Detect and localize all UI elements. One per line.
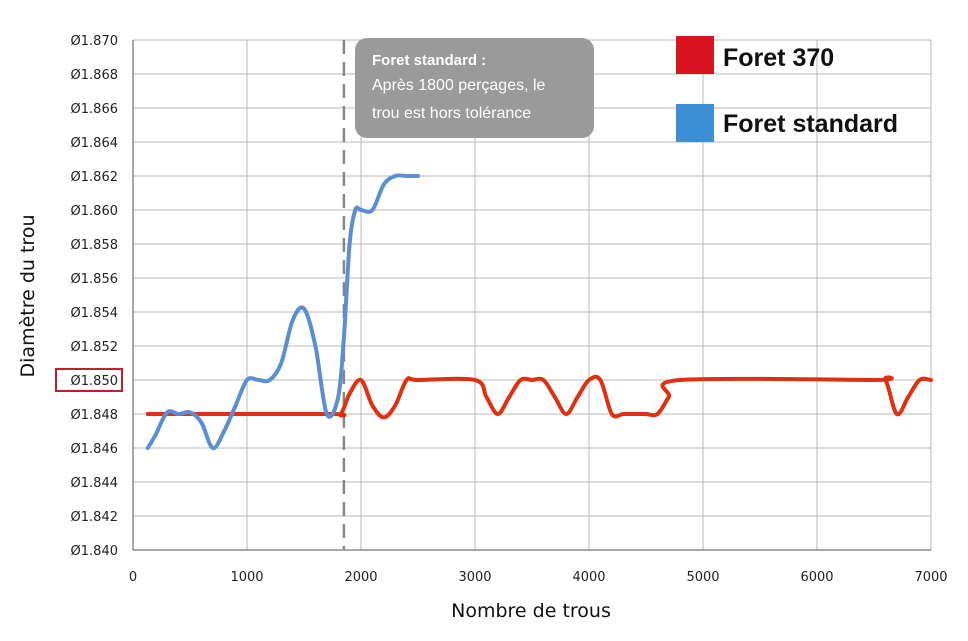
x-tick-label: 2000	[344, 570, 377, 585]
x-tick-label: 7000	[914, 570, 947, 585]
y-tick-label: Ø1.858	[71, 238, 118, 253]
annotation-box	[355, 38, 594, 138]
y-tick-label: Ø1.866	[71, 102, 118, 117]
series-layer	[145, 173, 933, 451]
legend-label-foret-370: Foret 370	[723, 44, 834, 72]
y-tick-label: Ø1.870	[71, 34, 118, 49]
series-line-foret-standard	[145, 173, 420, 451]
legend-swatch-foret-standard	[676, 104, 714, 142]
y-tick-label: Ø1.860	[71, 204, 118, 219]
annotation-line-2: trou est hors tolérance	[372, 105, 531, 122]
y-tick-label: Ø1.850	[71, 374, 118, 389]
y-tick-label: Ø1.862	[71, 170, 118, 185]
x-axis-ticks: 0 1000 2000 3000 4000 5000 6000 7000	[129, 570, 948, 585]
y-tick-label: Ø1.852	[71, 340, 118, 355]
y-tick-label: Ø1.840	[71, 544, 118, 559]
annotation-line-1: Après 1800 perçages, le	[372, 77, 546, 94]
x-tick-label: 4000	[572, 570, 605, 585]
legend-entry-foret-370: Foret 370	[676, 36, 834, 74]
x-tick-label: 6000	[800, 570, 833, 585]
legend-entry-foret-standard: Foret standard	[676, 104, 898, 142]
legend-label-foret-standard: Foret standard	[723, 110, 898, 138]
y-tick-label: Ø1.868	[71, 68, 118, 83]
highlight-box	[55, 368, 123, 392]
y-axis-ticks: Ø1.840 Ø1.842 Ø1.844 Ø1.846 Ø1.848 Ø1.850 Ø1.8…	[55, 34, 123, 559]
x-tick-label: 5000	[686, 570, 719, 585]
x-tick-label: 1000	[230, 570, 263, 585]
y-tick-label: Ø1.864	[71, 136, 118, 151]
y-tick-label: Ø1.848	[71, 408, 118, 423]
y-tick-label: Ø1.856	[71, 272, 118, 287]
legend-swatch-foret-370	[676, 36, 714, 74]
y-tick-label: Ø1.844	[71, 476, 118, 491]
x-axis-label: Nombre de trous	[451, 600, 611, 622]
y-tick-label: Ø1.846	[71, 442, 118, 457]
y-tick-label: Ø1.842	[71, 510, 118, 525]
x-tick-label: 0	[129, 570, 137, 585]
y-axis-label: Diamètre du trou	[17, 215, 39, 378]
series-line-foret-370	[145, 374, 933, 420]
legend: Foret 370 Foret standard	[676, 36, 898, 142]
y-tick-label: Ø1.854	[71, 306, 118, 321]
x-tick-label: 3000	[458, 570, 491, 585]
annotation-title: Foret standard :	[372, 52, 486, 69]
annotation-callout: Foret standard : Après 1800 perçages, le…	[355, 38, 594, 138]
